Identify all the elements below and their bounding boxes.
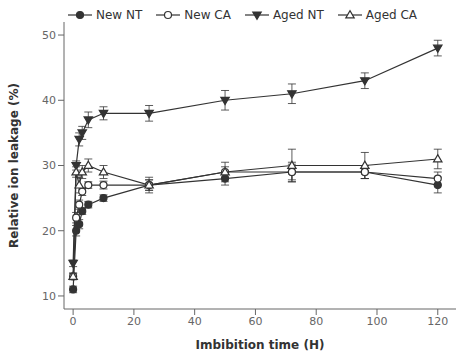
html-text:Aged CA: Aged CA [365, 8, 418, 22]
svg-text:30: 30 [42, 159, 56, 172]
svg-text:Relative ion leakage (%): Relative ion leakage (%) [8, 83, 21, 248]
svg-text:Imbibition time (H): Imbibition time (H) [196, 338, 325, 352]
svg-text:100: 100 [366, 315, 387, 328]
svg-text:80: 80 [309, 315, 323, 328]
svg-text:50: 50 [42, 29, 56, 42]
svg-text:60: 60 [248, 315, 262, 328]
svg-text:10: 10 [42, 290, 56, 303]
svg-text:40: 40 [42, 94, 56, 107]
html-text:Aged NT: Aged NT [272, 8, 324, 22]
svg-text:120: 120 [427, 315, 448, 328]
svg-text:0: 0 [70, 315, 77, 328]
svg-text:20: 20 [42, 225, 56, 238]
html-text:New NT: New NT [96, 8, 143, 22]
svg-text:40: 40 [188, 315, 202, 328]
svg-text:20: 20 [127, 315, 141, 328]
html-text:New CA: New CA [184, 8, 231, 22]
